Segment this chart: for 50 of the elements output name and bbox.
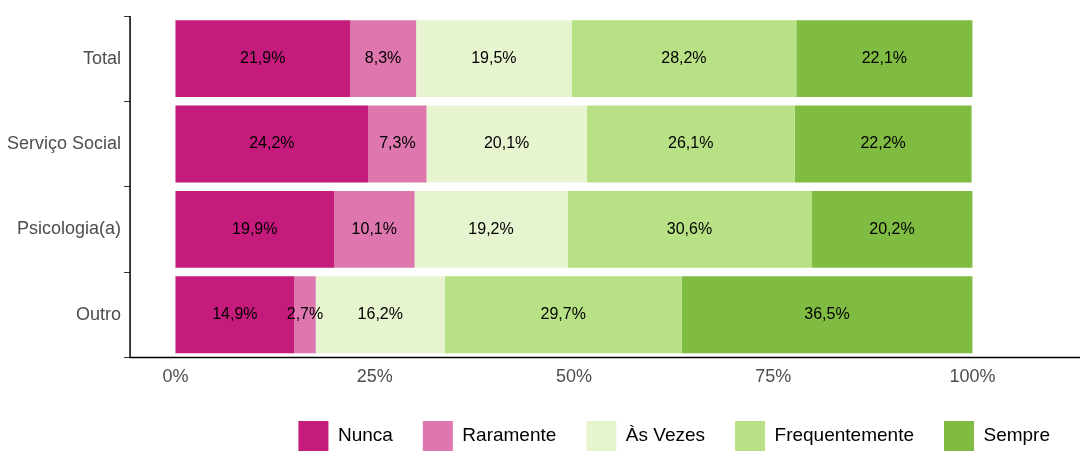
- x-tick-label: 75%: [755, 366, 792, 387]
- bar: [416, 20, 572, 98]
- data-label: 7,3%: [379, 134, 416, 152]
- bar: [175, 20, 350, 98]
- data-label: 22,1%: [861, 49, 908, 67]
- bar: [811, 190, 973, 268]
- data-label: 24,2%: [249, 134, 295, 152]
- data-label: 20,2%: [869, 219, 915, 237]
- data-label: 19,5%: [471, 49, 517, 67]
- data-label: 8,3%: [364, 49, 402, 67]
- data-label: 22,2%: [860, 134, 906, 152]
- bar: [571, 20, 797, 98]
- x-tick-label: 0%: [162, 366, 189, 387]
- data-label: 19,2%: [468, 219, 514, 237]
- data-label: 14,9%: [212, 305, 258, 323]
- data-label: 28,2%: [661, 49, 707, 67]
- bar: [414, 190, 568, 268]
- x-tick-label: 100%: [949, 366, 996, 387]
- legend-label: Raramente: [462, 424, 557, 446]
- data-label: 29,7%: [540, 305, 586, 323]
- y-tick-label: Serviço Social: [7, 132, 122, 153]
- bar: [444, 276, 682, 354]
- data-label: 19,9%: [232, 219, 278, 237]
- legend-label: Nunca: [337, 424, 394, 446]
- data-label: 26,1%: [668, 134, 714, 152]
- bar: [350, 20, 417, 98]
- bar: [175, 190, 335, 268]
- bar: [426, 105, 587, 183]
- y-tick-label: Total: [83, 47, 122, 68]
- data-label: 10,1%: [351, 219, 397, 237]
- y-tick-label: Psicologia(a): [17, 218, 122, 239]
- legend-label: Frequentemente: [774, 424, 914, 446]
- bar: [794, 105, 972, 183]
- y-tick-label: Outro: [76, 303, 122, 324]
- data-label: 20,1%: [483, 134, 530, 152]
- data-label: 30,6%: [666, 219, 713, 237]
- legend-label: Às Vezes: [625, 424, 706, 446]
- x-tick-label: 50%: [555, 366, 592, 387]
- data-label: 36,5%: [804, 305, 850, 323]
- bar: [334, 190, 415, 268]
- bar: [681, 276, 973, 354]
- bar: [567, 190, 812, 268]
- bar: [796, 20, 973, 98]
- x-tick-label: 25%: [356, 366, 393, 387]
- bar: [175, 105, 369, 183]
- legend-label: Sempre: [983, 424, 1050, 446]
- bar: [586, 105, 795, 183]
- bar: [368, 105, 427, 183]
- data-label: 21,9%: [240, 49, 286, 67]
- data-label: 16,2%: [357, 305, 403, 323]
